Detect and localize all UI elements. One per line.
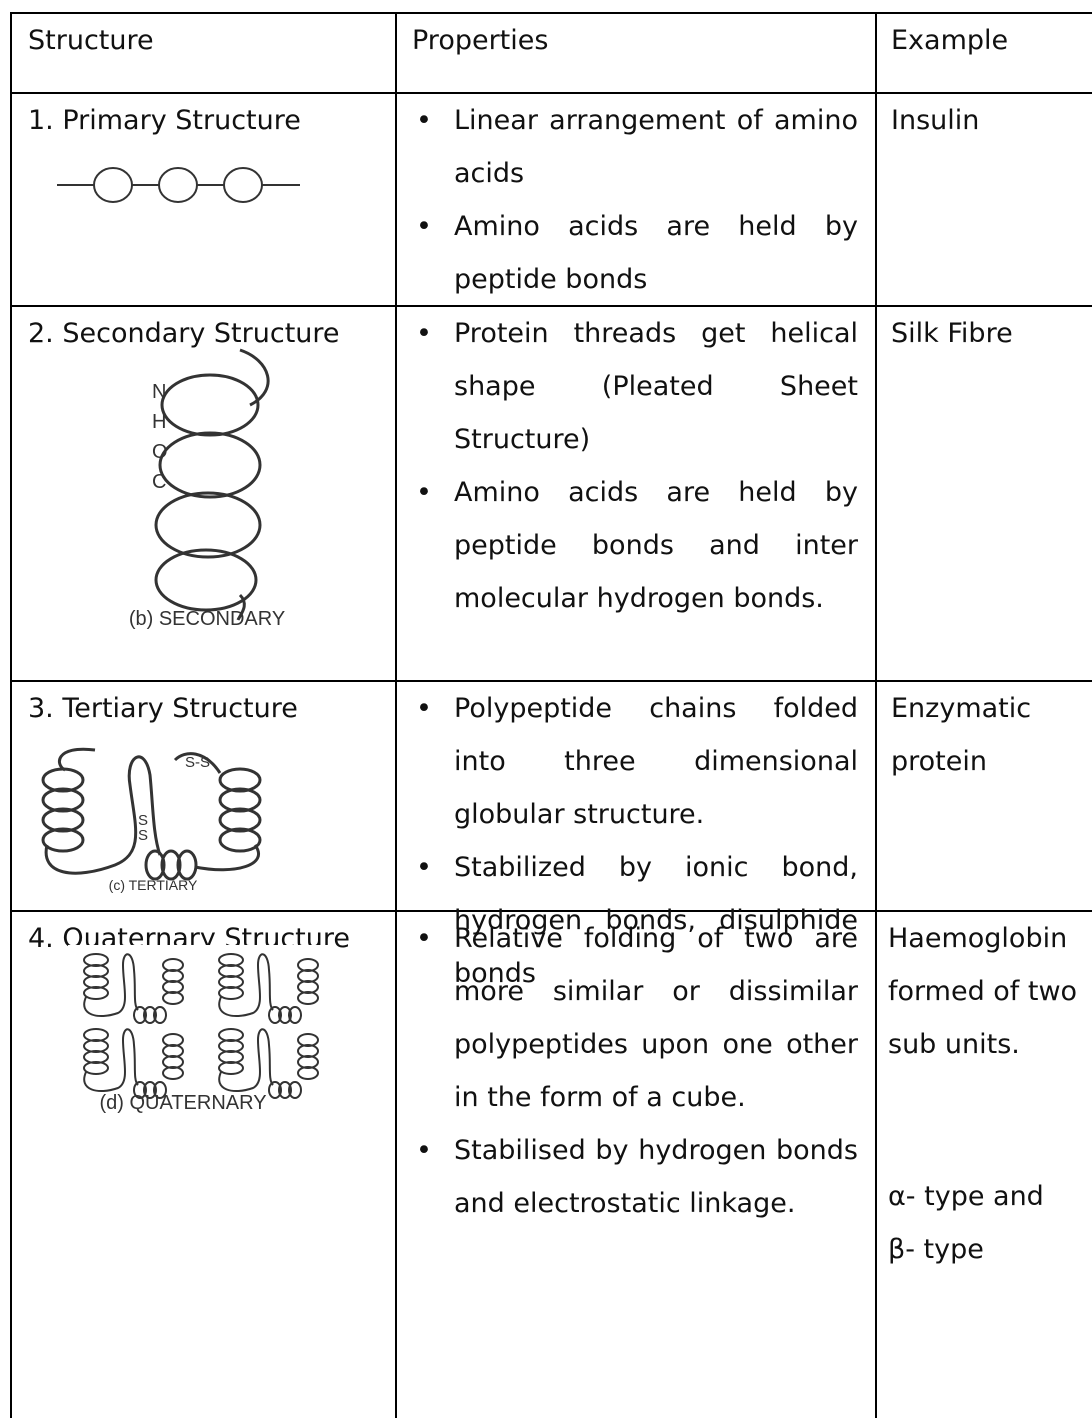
primary-figure [57,167,300,203]
property: Amino acids are held by peptide bonds [408,200,858,306]
figure-caption: (c) TERTIARY [109,877,198,893]
property: Relative folding of two are more similar… [408,912,858,1124]
rule [10,12,1092,14]
quaternary-figure: (d) QUATERNARY [68,945,336,1117]
property-list: Relative folding of two are more similar… [408,912,858,1230]
header-cell: Structure [28,25,154,56]
tertiary-figure: S-S S S (c) TERTIARY [41,747,262,893]
example: Silk Fibre [891,318,1013,349]
example: α- type and [888,1181,1044,1212]
example: Insulin [891,105,980,136]
property: Stabilised by hydrogen bonds and electro… [408,1124,858,1230]
bond-label: S [138,827,148,844]
property: Amino acids are held by peptide bonds an… [408,466,858,625]
bond-label: S-S [185,754,210,771]
example: Enzymatic protein [891,693,1032,777]
subunit [83,953,184,1024]
property: Polypeptide chains folded into three dim… [408,682,858,841]
bond-label: S [138,812,148,829]
example: Haemoglobin formed of two sub units. [888,923,1078,1060]
rule [395,12,397,1418]
figure-caption: (d) QUATERNARY [99,1092,266,1114]
structure: 1. Primary Structure [28,105,301,136]
figure-caption: (b) SECONDARY [129,608,285,630]
property-list: Linear arrangement of amino acids Amino … [408,94,858,306]
atom-label: H [152,411,166,433]
atom-label: C [152,471,166,493]
structure: 2. Secondary Structure [28,318,340,349]
property: Protein threads get helical shape (Pleat… [408,307,858,466]
atom-label: N [152,381,166,403]
structure: 3. Tertiary Structure [28,693,298,724]
rule [10,305,1092,307]
rule [10,92,1092,94]
rule [875,12,877,1418]
example: β- type [888,1234,984,1265]
header-cell: Example [891,25,1009,56]
atom-label: O [152,441,168,463]
secondary-figure: N H O C (b) SECONDARY [129,348,285,630]
rule [10,680,1092,682]
rule [10,12,12,1418]
property: Linear arrangement of amino acids [408,94,858,200]
property-list: Protein threads get helical shape (Pleat… [408,307,858,625]
header-cell: Properties [412,25,549,56]
